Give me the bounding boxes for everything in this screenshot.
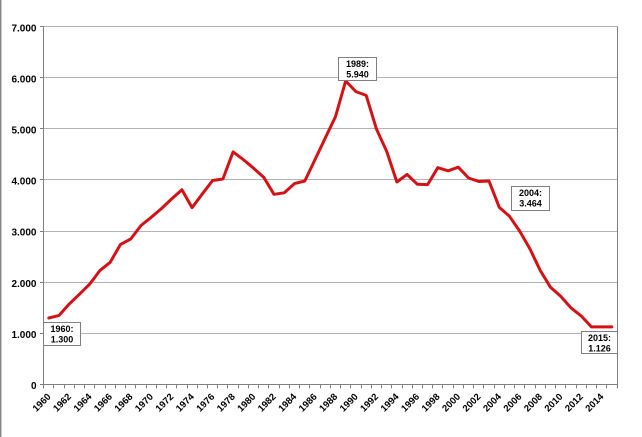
svg-text:3.000: 3.000 [11,228,36,239]
svg-text:4.000: 4.000 [11,177,36,188]
svg-text:5.940: 5.940 [346,70,369,80]
svg-text:2015:: 2015: [588,333,611,343]
svg-text:1989:: 1989: [346,59,369,69]
svg-text:1.300: 1.300 [51,335,74,345]
svg-text:2004:: 2004: [519,188,542,198]
svg-text:1.000: 1.000 [11,330,36,341]
svg-text:3.464: 3.464 [519,199,542,209]
svg-text:5.000: 5.000 [11,126,36,137]
svg-text:7.000: 7.000 [11,23,36,34]
svg-text:2.000: 2.000 [11,279,36,290]
svg-text:1960:: 1960: [50,324,73,334]
svg-text:0: 0 [31,381,37,392]
svg-text:6.000: 6.000 [11,74,36,85]
svg-text:1.126: 1.126 [588,344,611,354]
